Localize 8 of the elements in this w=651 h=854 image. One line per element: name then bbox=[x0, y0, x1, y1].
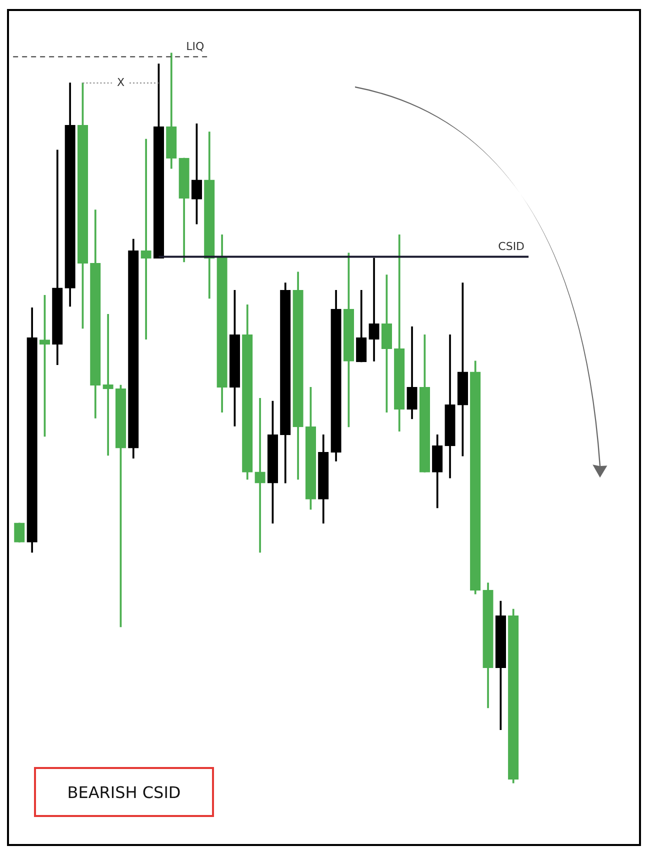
candlestick bbox=[140, 138, 152, 340]
candlestick bbox=[254, 398, 266, 553]
candlestick bbox=[368, 258, 380, 362]
ref-line-label: CSID bbox=[498, 240, 525, 254]
annotation: BEARISH CSID bbox=[34, 767, 214, 817]
ref-line-label: LIQ bbox=[186, 40, 204, 54]
ref-line-label: X bbox=[116, 76, 125, 89]
candlestick bbox=[102, 314, 114, 456]
